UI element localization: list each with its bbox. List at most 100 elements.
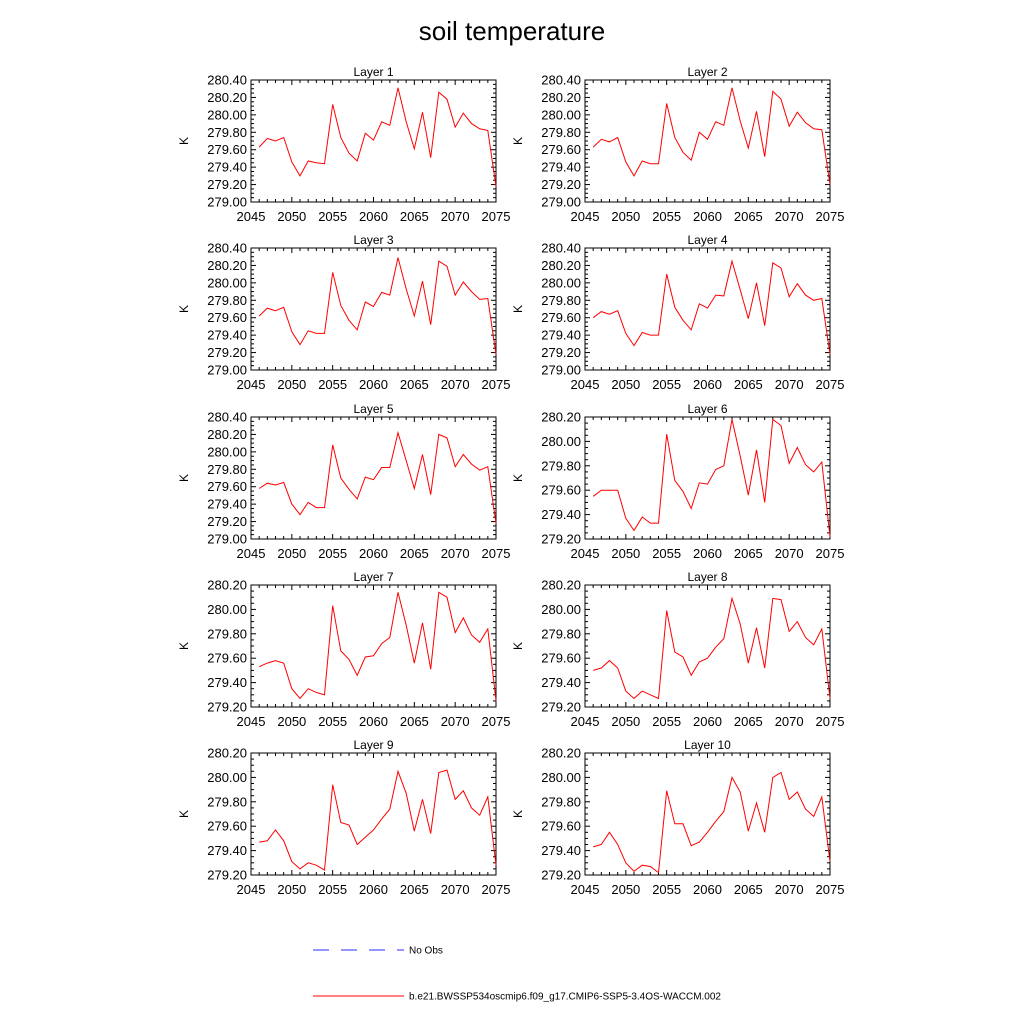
x-tick-label: 2070 bbox=[441, 377, 470, 392]
panel-layer-9: Layer 9 K 279.20 279.40 279.60 279.80 280.00 28… bbox=[177, 738, 510, 897]
y-tick-label: 280.00 bbox=[541, 275, 581, 290]
y-tick-label: 280.00 bbox=[207, 770, 247, 785]
y-tick-label: 279.60 bbox=[541, 651, 581, 666]
y-tick-label: 279.20 bbox=[207, 868, 247, 883]
x-tick-label: 2055 bbox=[652, 209, 681, 224]
y-tick-label: 280.20 bbox=[207, 578, 247, 593]
x-tick-label: 2065 bbox=[734, 209, 763, 224]
x-tick-label: 2060 bbox=[359, 714, 388, 729]
series-line bbox=[592, 259, 831, 355]
x-tick-label: 2050 bbox=[611, 209, 640, 224]
y-tick-label: 279.60 bbox=[207, 310, 247, 325]
y-tick-label: 280.00 bbox=[207, 444, 247, 459]
y-tick-label: 279.40 bbox=[207, 675, 247, 690]
y-tick-label: 280.40 bbox=[541, 241, 581, 256]
x-tick-label: 2075 bbox=[482, 546, 511, 561]
panel-title: Layer 1 bbox=[353, 65, 393, 79]
series-line bbox=[592, 418, 831, 537]
y-tick-label: 279.00 bbox=[207, 195, 247, 210]
y-tick-label: 279.80 bbox=[207, 626, 247, 641]
y-tick-label: 280.00 bbox=[207, 275, 247, 290]
panel-layer-8: Layer 8 K 279.20 279.40 279.60 279.80 280.00 28… bbox=[511, 570, 844, 729]
panel-title: Layer 2 bbox=[687, 65, 727, 79]
x-tick-label: 2055 bbox=[652, 714, 681, 729]
y-tick-label: 280.20 bbox=[541, 90, 581, 105]
x-tick-label: 2050 bbox=[277, 209, 306, 224]
x-tick-label: 2045 bbox=[571, 546, 600, 561]
x-tick-label: 2070 bbox=[441, 882, 470, 897]
y-axis-label: K bbox=[177, 305, 191, 313]
y-tick-label: 280.00 bbox=[207, 107, 247, 122]
x-tick-label: 2045 bbox=[237, 546, 266, 561]
y-tick-label: 279.40 bbox=[207, 328, 247, 343]
y-tick-label: 279.80 bbox=[207, 462, 247, 477]
x-tick-label: 2075 bbox=[816, 546, 845, 561]
x-tick-label: 2060 bbox=[359, 377, 388, 392]
y-tick-label: 279.20 bbox=[207, 177, 247, 192]
x-tick-label: 2055 bbox=[318, 546, 347, 561]
y-axis-label: K bbox=[177, 474, 191, 482]
x-tick-label: 2060 bbox=[359, 882, 388, 897]
x-tick-label: 2065 bbox=[734, 377, 763, 392]
panel-title: Layer 9 bbox=[353, 738, 393, 752]
x-tick-label: 2075 bbox=[816, 714, 845, 729]
y-tick-label: 279.60 bbox=[207, 651, 247, 666]
series-line bbox=[592, 87, 831, 185]
x-tick-label: 2070 bbox=[775, 377, 804, 392]
y-axis-label: K bbox=[511, 642, 525, 650]
y-tick-label: 279.20 bbox=[541, 868, 581, 883]
y-tick-label: 279.20 bbox=[541, 345, 581, 360]
x-tick-label: 2060 bbox=[693, 882, 722, 897]
y-tick-label: 280.00 bbox=[541, 107, 581, 122]
plot-frame bbox=[250, 247, 497, 371]
plot-frame bbox=[584, 247, 831, 371]
series-line bbox=[593, 771, 831, 874]
x-tick-label: 2060 bbox=[693, 546, 722, 561]
plot-frame bbox=[250, 752, 497, 876]
x-tick-label: 2050 bbox=[611, 546, 640, 561]
y-tick-label: 279.80 bbox=[207, 125, 247, 140]
x-tick-label: 2055 bbox=[318, 209, 347, 224]
x-tick-label: 2060 bbox=[359, 209, 388, 224]
y-tick-label: 279.80 bbox=[541, 125, 581, 140]
series-line bbox=[259, 769, 497, 871]
y-axis-label: K bbox=[177, 810, 191, 818]
y-axis-label: K bbox=[511, 137, 525, 145]
y-axis-label: K bbox=[511, 305, 525, 313]
x-tick-label: 2065 bbox=[400, 377, 429, 392]
y-tick-label: 279.40 bbox=[541, 843, 581, 858]
chart-title: soil temperature bbox=[419, 16, 605, 46]
x-tick-label: 2060 bbox=[693, 377, 722, 392]
x-tick-label: 2060 bbox=[693, 714, 722, 729]
plot-frame bbox=[250, 584, 497, 708]
y-tick-label: 280.40 bbox=[541, 73, 581, 88]
plot-frame bbox=[584, 416, 831, 540]
x-tick-label: 2065 bbox=[734, 882, 763, 897]
plot-frame bbox=[250, 79, 497, 203]
panel-layer-10: Layer 10 K 279.20 279.40 279.60 279.80 280.00 2… bbox=[511, 738, 844, 897]
x-tick-label: 2065 bbox=[400, 714, 429, 729]
x-tick-label: 2045 bbox=[571, 377, 600, 392]
panel-layer-3: Layer 3 K 279.00 279.20 279.40 279.60 279.80 28… bbox=[177, 233, 510, 392]
plot-frame bbox=[584, 584, 831, 708]
x-tick-label: 2050 bbox=[611, 714, 640, 729]
series-line bbox=[258, 430, 497, 524]
plot-frame bbox=[584, 79, 831, 203]
y-tick-label: 280.20 bbox=[541, 258, 581, 273]
x-tick-label: 2065 bbox=[734, 546, 763, 561]
y-tick-label: 279.40 bbox=[541, 675, 581, 690]
y-axis-label: K bbox=[177, 137, 191, 145]
y-tick-label: 279.20 bbox=[541, 532, 581, 547]
y-tick-label: 280.40 bbox=[207, 410, 247, 425]
y-tick-label: 280.00 bbox=[207, 602, 247, 617]
x-tick-label: 2045 bbox=[571, 714, 600, 729]
x-tick-label: 2045 bbox=[237, 882, 266, 897]
y-tick-label: 279.60 bbox=[541, 819, 581, 834]
y-tick-label: 280.20 bbox=[541, 578, 581, 593]
y-tick-label: 279.00 bbox=[207, 532, 247, 547]
y-tick-label: 280.20 bbox=[207, 90, 247, 105]
x-tick-label: 2075 bbox=[482, 209, 511, 224]
y-tick-label: 279.40 bbox=[207, 843, 247, 858]
panel-title: Layer 6 bbox=[687, 402, 727, 416]
panels-layer: Layer 1 K 279.00 279.20 279.40 279.60 279.80 28… bbox=[177, 65, 844, 897]
